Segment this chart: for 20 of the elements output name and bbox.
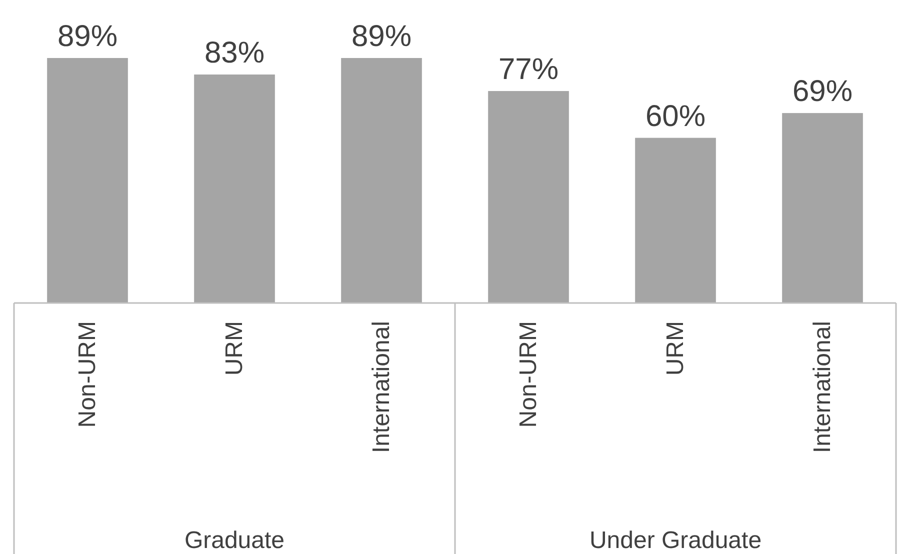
data-label: 89% [57, 20, 118, 53]
x-tick-label: International [809, 321, 836, 454]
x-tick-label: Non-URM [74, 321, 101, 428]
bar [341, 58, 422, 303]
bar [635, 138, 716, 303]
x-tick-label: International [368, 321, 395, 454]
bar [47, 58, 128, 303]
text: Graduate [184, 527, 285, 554]
bar [488, 91, 569, 303]
data-label: 69% [792, 75, 853, 108]
x-tick-label: URM [221, 321, 248, 376]
bar [782, 113, 863, 303]
data-label: 89% [351, 20, 412, 53]
data-label: 83% [204, 36, 265, 70]
data-label: 77% [498, 53, 559, 86]
text: Under Graduate [589, 527, 762, 554]
data-label: 60% [645, 100, 706, 133]
x-tick-label: Non-URM [515, 321, 542, 428]
x-tick-label: URM [662, 321, 689, 376]
bar [194, 74, 275, 303]
